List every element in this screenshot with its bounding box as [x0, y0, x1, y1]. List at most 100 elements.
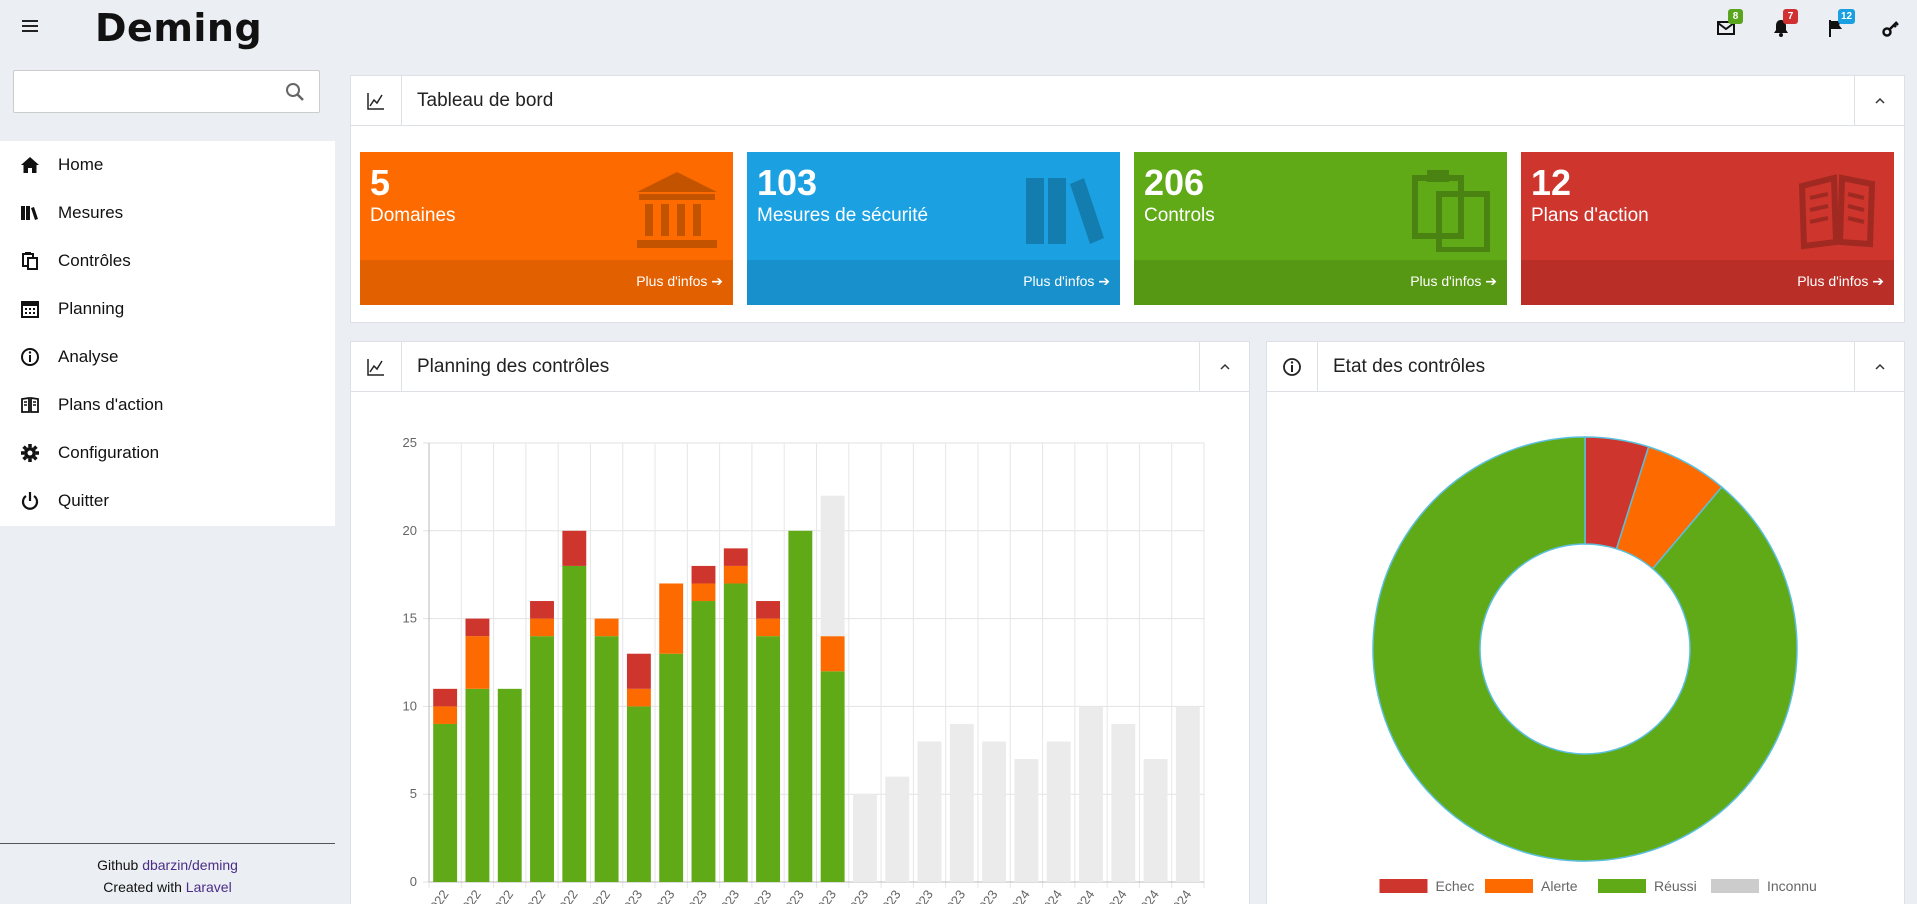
slice-réussi[interactable]	[1372, 436, 1798, 862]
sidebar-item-planning[interactable]: Planning	[0, 285, 335, 333]
bar-réussi[interactable]	[530, 636, 554, 882]
planning-collapse-button[interactable]	[1199, 342, 1249, 392]
stat-more-link[interactable]: Plus d'infos ➔	[1134, 260, 1507, 305]
bar-alerte[interactable]	[659, 583, 684, 654]
stat-domaines: 5 Domaines Plus d'infos ➔	[360, 152, 733, 305]
sidebar-item-label: Home	[58, 155, 104, 174]
info-icon	[1267, 341, 1318, 392]
legend-label: Réussi	[1654, 878, 1697, 894]
bar-alerte[interactable]	[820, 636, 845, 672]
bar-réussi[interactable]	[691, 601, 716, 882]
bar-réussi[interactable]	[756, 636, 781, 882]
bar-planifié[interactable]	[1014, 759, 1039, 882]
sidebar-item-analyse[interactable]: Analyse	[0, 333, 335, 381]
legend-label: Alerte	[1541, 878, 1578, 894]
bar-echec[interactable]	[530, 601, 554, 619]
bar-réussi[interactable]	[497, 688, 522, 882]
bar-réussi[interactable]	[465, 688, 490, 882]
bar-réussi[interactable]	[659, 653, 684, 882]
chart-line-icon	[351, 341, 402, 392]
bar-echec[interactable]	[433, 688, 458, 707]
bar-planifié[interactable]	[852, 794, 877, 882]
stat-label: Mesures de sécurité	[757, 205, 929, 226]
flags-button[interactable]: 12	[1826, 9, 1856, 40]
bar-réussi[interactable]	[594, 636, 619, 882]
bar-echec[interactable]	[626, 653, 651, 689]
search-input[interactable]	[14, 71, 274, 112]
menu-toggle-icon[interactable]	[22, 20, 38, 34]
legend-swatch	[1379, 879, 1428, 893]
search-icon[interactable]	[285, 82, 305, 102]
sidebar-item-mesures[interactable]: Mesures	[0, 189, 335, 237]
bar-planifié[interactable]	[1046, 741, 1071, 882]
bar-planifié[interactable]	[1143, 759, 1168, 882]
bar-alerte[interactable]	[530, 618, 554, 637]
bar-planifié[interactable]	[949, 723, 974, 882]
bar-réussi[interactable]	[723, 583, 748, 882]
stat-more-link[interactable]: Plus d'infos ➔	[747, 260, 1120, 305]
bar-planifié[interactable]	[820, 495, 845, 637]
bar-echec[interactable]	[756, 601, 781, 619]
bar-réussi[interactable]	[820, 671, 845, 882]
chevron-up-icon	[1874, 97, 1885, 104]
y-tick-label: 0	[410, 874, 417, 889]
bar-echec[interactable]	[723, 548, 748, 566]
laravel-link[interactable]: Laravel	[185, 879, 232, 895]
y-tick-label: 15	[403, 611, 417, 626]
user-settings-button[interactable]	[1881, 18, 1903, 40]
sidebar-item-configuration[interactable]: Configuration	[0, 429, 335, 477]
legend-label: Echec	[1436, 878, 1475, 894]
legend-swatch	[1711, 879, 1759, 893]
dashboard-collapse-button[interactable]	[1854, 76, 1904, 126]
bar-echec[interactable]	[691, 565, 716, 584]
bar-alerte[interactable]	[723, 565, 748, 584]
stat-more-label: Plus d'infos	[1410, 273, 1482, 289]
bar-réussi[interactable]	[562, 565, 587, 882]
legend-swatch	[1598, 879, 1646, 893]
bar-planifié[interactable]	[1079, 706, 1103, 882]
stat-label: Controls	[1144, 205, 1215, 226]
bar-planifié[interactable]	[1111, 723, 1136, 882]
stat-value: 5	[370, 162, 391, 203]
sidebar-item-home[interactable]: Home	[0, 141, 335, 189]
notifications-button[interactable]: 7	[1771, 9, 1798, 40]
bar-planifié[interactable]	[885, 776, 910, 882]
github-link[interactable]: dbarzin/deming	[142, 857, 238, 873]
app-title: Deming	[95, 6, 263, 50]
bar-alerte[interactable]	[465, 636, 490, 689]
bar-alerte[interactable]	[756, 618, 781, 637]
sidebar-item-plans-action[interactable]: Plans d'action	[0, 381, 335, 429]
books-icon	[20, 203, 40, 223]
bar-réussi[interactable]	[788, 530, 813, 882]
stat-more-link[interactable]: Plus d'infos ➔	[360, 260, 733, 305]
bar-planifié[interactable]	[1175, 706, 1200, 882]
book-open-icon	[20, 395, 40, 415]
bar-planifié[interactable]	[982, 741, 1007, 882]
messages-button[interactable]: 8	[1716, 9, 1743, 40]
stat-more-label: Plus d'infos	[1023, 273, 1095, 289]
y-tick-label: 25	[403, 435, 417, 450]
home-icon	[20, 155, 40, 175]
sidebar-item-controles[interactable]: Contrôles	[0, 237, 335, 285]
bar-alerte[interactable]	[433, 706, 458, 724]
bar-alerte[interactable]	[691, 583, 716, 602]
sidebar-item-label: Mesures	[58, 203, 124, 222]
sidebar-footer: Github dbarzin/deming Created with Larav…	[0, 843, 335, 898]
x-tick-label: 07/2022	[412, 887, 451, 904]
copy-icon	[1412, 170, 1490, 252]
status-collapse-button[interactable]	[1854, 342, 1904, 392]
bar-alerte[interactable]	[594, 618, 619, 637]
bar-réussi[interactable]	[626, 706, 651, 882]
sidebar-item-quitter[interactable]: Quitter	[0, 477, 335, 525]
bar-planifié[interactable]	[917, 741, 942, 882]
chevron-up-icon	[1874, 363, 1885, 370]
stat-value: 103	[757, 162, 818, 203]
key-icon	[1882, 21, 1899, 37]
bar-réussi[interactable]	[433, 723, 458, 882]
stat-more-link[interactable]: Plus d'infos ➔	[1521, 260, 1894, 305]
bar-alerte[interactable]	[626, 688, 651, 707]
planning-title: Planning des contrôles	[417, 355, 610, 377]
bar-echec[interactable]	[562, 530, 587, 566]
y-tick-label: 20	[403, 523, 417, 538]
bar-echec[interactable]	[465, 618, 490, 637]
